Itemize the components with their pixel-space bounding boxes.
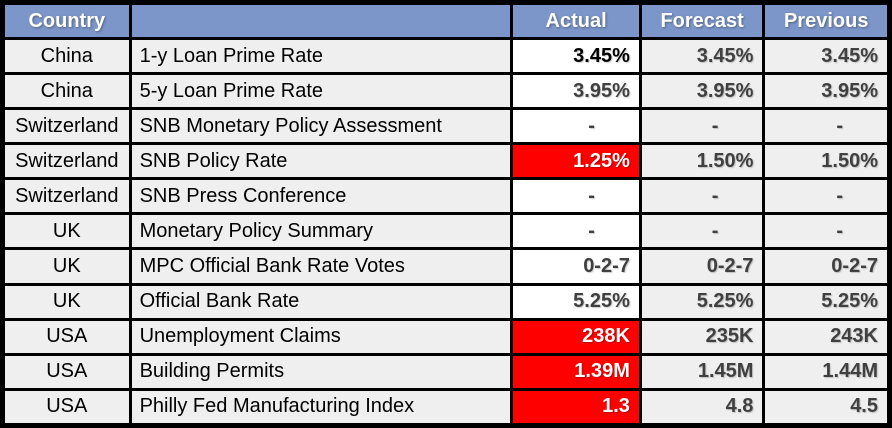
cell-previous: 1.50% <box>762 142 891 181</box>
cell-previous: 1.44M <box>762 352 891 391</box>
cell-country: USA <box>1 387 132 428</box>
cell-actual-highlighted: 1.25% <box>510 142 642 181</box>
cell-previous: 3.95% <box>762 72 891 111</box>
cell-event: Monetary Policy Summary <box>128 212 514 251</box>
table-row: UK MPC Official Bank Rate Votes 0-2-7 0-… <box>1 247 891 286</box>
header-row: Country Actual Forecast Previous <box>1 1 891 40</box>
table-row: China 5-y Loan Prime Rate 3.95% 3.95% 3.… <box>1 72 891 111</box>
cell-forecast: - <box>638 177 766 216</box>
cell-forecast: 1.50% <box>638 142 766 181</box>
cell-actual: 3.95% <box>510 72 642 111</box>
cell-country: Switzerland <box>1 177 132 216</box>
cell-previous: 0-2-7 <box>762 247 891 286</box>
cell-country: China <box>1 36 132 76</box>
table-row: Switzerland SNB Press Conference - - - <box>1 177 891 216</box>
cell-country: Switzerland <box>1 142 132 181</box>
cell-event: Philly Fed Manufacturing Index <box>128 387 514 428</box>
table-row: Switzerland SNB Policy Rate 1.25% 1.50% … <box>1 142 891 181</box>
cell-country: USA <box>1 352 132 391</box>
cell-event: Unemployment Claims <box>128 317 514 356</box>
header-previous: Previous <box>762 1 891 40</box>
cell-forecast: 0-2-7 <box>638 247 766 286</box>
header-country: Country <box>1 1 132 40</box>
cell-previous: - <box>762 107 891 146</box>
cell-country: USA <box>1 317 132 356</box>
header-forecast: Forecast <box>638 1 766 40</box>
cell-actual: 3.45% <box>510 36 642 76</box>
table-row: USA Building Permits 1.39M 1.45M 1.44M <box>1 352 891 391</box>
header-actual: Actual <box>510 1 642 40</box>
cell-forecast: 1.45M <box>638 352 766 391</box>
cell-actual-highlighted: 238K <box>510 317 642 356</box>
table-row: China 1-y Loan Prime Rate 3.45% 3.45% 3.… <box>1 36 891 76</box>
table-row: USA Unemployment Claims 238K 235K 243K <box>1 317 891 356</box>
cell-actual-highlighted: 1.3 <box>510 387 642 428</box>
cell-event: Building Permits <box>128 352 514 391</box>
cell-event: SNB Press Conference <box>128 177 514 216</box>
cell-actual: - <box>510 177 642 216</box>
cell-previous: - <box>762 212 891 251</box>
cell-event: Official Bank Rate <box>128 282 514 321</box>
cell-forecast: - <box>638 107 766 146</box>
cell-event: MPC Official Bank Rate Votes <box>128 247 514 286</box>
cell-event: SNB Policy Rate <box>128 142 514 181</box>
cell-previous: 5.25% <box>762 282 891 321</box>
cell-previous: 243K <box>762 317 891 356</box>
cell-forecast: 5.25% <box>638 282 766 321</box>
cell-forecast: 4.8 <box>638 387 766 428</box>
cell-actual: - <box>510 212 642 251</box>
cell-actual: - <box>510 107 642 146</box>
cell-actual: 5.25% <box>510 282 642 321</box>
table-row: USA Philly Fed Manufacturing Index 1.3 4… <box>1 387 891 428</box>
table-row: Switzerland SNB Monetary Policy Assessme… <box>1 107 891 146</box>
cell-forecast: - <box>638 212 766 251</box>
cell-actual: 0-2-7 <box>510 247 642 286</box>
header-event <box>128 1 514 40</box>
table-row: UK Official Bank Rate 5.25% 5.25% 5.25% <box>1 282 891 321</box>
cell-actual-highlighted: 1.39M <box>510 352 642 391</box>
cell-event: 5-y Loan Prime Rate <box>128 72 514 111</box>
cell-country: China <box>1 72 132 111</box>
cell-forecast: 3.95% <box>638 72 766 111</box>
cell-country: Switzerland <box>1 107 132 146</box>
cell-event: SNB Monetary Policy Assessment <box>128 107 514 146</box>
cell-previous: - <box>762 177 891 216</box>
cell-event: 1-y Loan Prime Rate <box>128 36 514 76</box>
cell-country: UK <box>1 212 132 251</box>
cell-country: UK <box>1 282 132 321</box>
cell-country: UK <box>1 247 132 286</box>
cell-forecast: 3.45% <box>638 36 766 76</box>
cell-forecast: 235K <box>638 317 766 356</box>
table-row: UK Monetary Policy Summary - - - <box>1 212 891 251</box>
cell-previous: 3.45% <box>762 36 891 76</box>
cell-previous: 4.5 <box>762 387 891 428</box>
